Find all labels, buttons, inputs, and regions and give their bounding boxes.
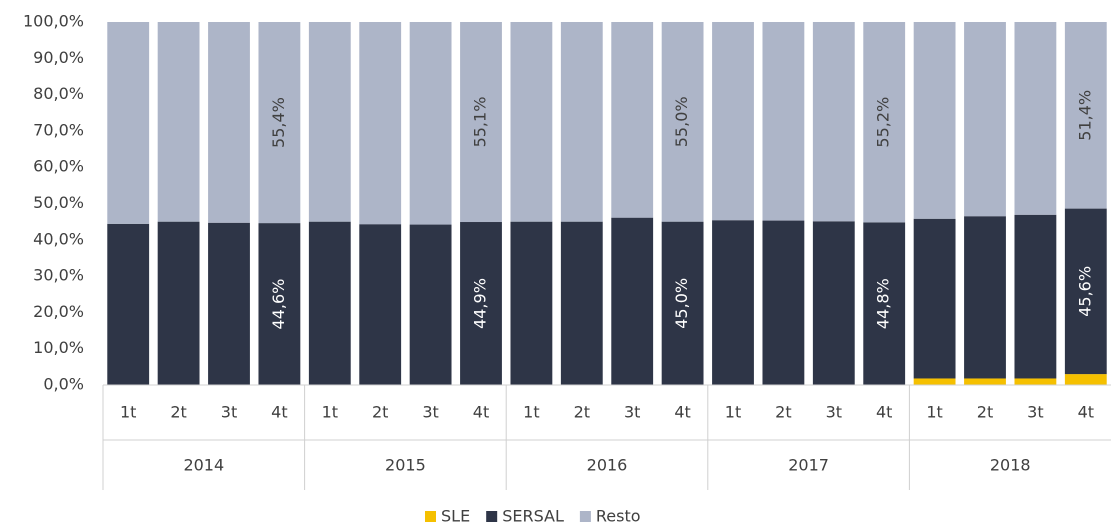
x-tick-label: 4t [674,403,690,422]
bar-segment [560,22,603,222]
x-tick-label: 2t [977,403,993,422]
bar-segment [1014,378,1057,385]
y-tick-label: 20,0% [33,302,84,321]
x-tick-label: 4t [1078,403,1094,422]
y-tick-label: 30,0% [33,266,84,285]
bar-segment [208,22,250,223]
x-tick-label: 3t [826,403,842,422]
bar-segment [1064,374,1107,385]
bar-segment [107,22,150,224]
bar-segment [409,22,452,225]
x-tick-label: 2t [574,403,590,422]
bar-segment [460,222,502,385]
x-tick-label: 4t [271,403,287,422]
bar-segment [409,224,452,385]
bar-segment [258,223,301,385]
bar-segment [359,22,402,225]
group-label: 2014 [183,456,224,475]
bar-segment [661,221,704,385]
x-tick-label: 2t [775,403,791,422]
bar-segment [913,218,956,379]
bar-segment [258,22,301,224]
x-tick-label: 1t [523,403,539,422]
data-label: 45,0% [672,278,691,329]
bar-segment [712,22,754,221]
y-tick-label: 50,0% [33,193,84,212]
x-tick-label: 4t [876,403,892,422]
data-label: 44,8% [874,278,893,329]
bar-segment [157,22,200,222]
x-tick-label: 1t [322,403,338,422]
bar-segment [863,222,906,385]
bar-segment [1014,22,1057,215]
bar-segment [762,22,805,221]
group-label: 2015 [385,456,426,475]
bar-segment [1064,208,1107,375]
bar-segment [812,22,855,222]
x-tick-label: 2t [170,403,186,422]
bar-segment [611,217,654,385]
x-tick-label: 3t [624,403,640,422]
data-label: 55,2% [874,97,893,148]
bar-segment [964,22,1006,217]
bar-segment [913,22,956,219]
data-label: 44,9% [471,278,490,329]
y-tick-label: 80,0% [33,84,84,103]
data-label: 51,4% [1075,90,1094,141]
group-label: 2018 [990,456,1031,475]
group-label: 2017 [788,456,829,475]
bar-segment [460,22,502,223]
bar-segment [611,22,654,218]
data-label: 55,4% [269,97,288,148]
bar-segment [308,221,351,385]
bar-segment [510,22,553,222]
bar-segment [208,222,250,385]
bar-segment [863,22,906,223]
bar-segment [107,223,150,385]
bar-segment [913,378,956,385]
group-label: 2016 [587,456,628,475]
x-tick-label: 3t [422,403,438,422]
legend-swatch [425,511,436,522]
y-tick-label: 0,0% [43,375,84,394]
bar-segment [661,22,704,222]
bar-segment [964,216,1006,379]
legend-label: Resto [596,507,641,525]
bar-segment [157,221,200,385]
y-tick-label: 10,0% [33,338,84,357]
x-tick-label: 2t [372,403,388,422]
y-tick-label: 60,0% [33,157,84,176]
data-label: 55,0% [672,96,691,147]
data-label: 44,6% [269,279,288,330]
y-tick-label: 40,0% [33,229,84,248]
x-tick-label: 4t [473,403,489,422]
legend-swatch [486,511,498,522]
bar-segment [812,221,855,385]
x-tick-label: 3t [1027,403,1043,422]
legend-swatch [579,511,591,522]
bar-segment [964,378,1006,385]
legend-label: SERSAL [502,507,564,525]
bar-segment [359,224,402,385]
x-tick-label: 3t [221,403,237,422]
bar-segment [712,220,754,385]
legend-label: SLE [441,507,470,525]
y-tick-label: 90,0% [33,48,84,67]
x-tick-label: 1t [120,403,136,422]
y-tick-label: 100,0% [23,12,84,31]
bar-segment [308,22,351,222]
bar-segment [762,220,805,385]
bar-segment [510,221,553,385]
data-label: 45,6% [1075,266,1094,317]
bar-segment [1064,22,1107,209]
bar-segment [560,221,603,385]
data-label: 55,1% [471,97,490,148]
bar-segment [1014,214,1057,379]
x-tick-label: 1t [725,403,741,422]
y-tick-label: 70,0% [33,120,84,139]
x-tick-label: 1t [926,403,942,422]
